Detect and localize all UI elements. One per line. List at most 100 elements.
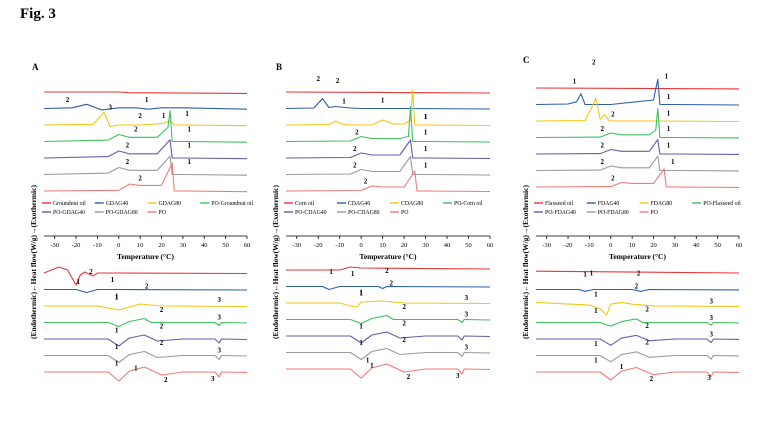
x-tick-label: 40 xyxy=(201,242,208,249)
x-tick-label: 60 xyxy=(487,242,494,249)
legend-entry: Flaxseed oil xyxy=(545,201,574,207)
peak-label: 2 xyxy=(66,96,70,104)
series-line-po-groundnut-oil xyxy=(43,110,248,143)
legend-entry: PO xyxy=(159,210,166,216)
x-axis-label: Temperature (°C) xyxy=(609,252,666,261)
peak-label: 1 xyxy=(590,270,594,278)
peak-label: 2 xyxy=(126,158,130,166)
x-tick-label: 20 xyxy=(650,242,657,249)
panel-label-A: A xyxy=(32,62,39,72)
peak-label: 2 xyxy=(402,336,406,344)
peak-label: 2 xyxy=(637,270,641,278)
x-tick-label: 40 xyxy=(444,242,451,249)
series-line-po-groundnut-oil xyxy=(44,317,248,328)
series-line-fdag40 xyxy=(535,78,740,106)
x-tick-label: 0 xyxy=(609,242,612,249)
peak-label: 1 xyxy=(351,270,355,278)
x-tick-label: 40 xyxy=(693,242,700,249)
series-line-po xyxy=(44,366,248,382)
series-line-po-gdag80 xyxy=(44,350,248,364)
peak-label: 1 xyxy=(381,97,385,105)
series-line-gdag40 xyxy=(44,288,248,294)
peak-label: 2 xyxy=(650,375,654,383)
peak-label: 1 xyxy=(111,276,115,284)
legend-entry: PO-GDAG40 xyxy=(53,210,85,216)
peak-label: 2 xyxy=(138,112,142,120)
peak-label: 2 xyxy=(600,158,604,166)
legend-entry: PO-GDAG80 xyxy=(106,210,138,216)
peak-label: 1 xyxy=(145,96,149,104)
series-line-gdag40 xyxy=(43,103,248,111)
x-tick-label: 50 xyxy=(714,242,721,249)
x-tick-label: 30 xyxy=(422,242,429,249)
series-line-groundnut-oil xyxy=(44,91,248,94)
peak-label: 2 xyxy=(316,75,320,83)
peak-label: 1 xyxy=(115,360,119,368)
peak-label: 2 xyxy=(600,125,604,133)
peak-label: 2 xyxy=(385,267,389,275)
peak-label: 3 xyxy=(709,297,713,305)
peak-label: 3 xyxy=(465,311,469,319)
series-line-fdag40 xyxy=(536,288,740,292)
peak-label: 2 xyxy=(353,145,357,153)
peak-label: 2 xyxy=(402,320,406,328)
series-line-po xyxy=(535,168,740,188)
peak-label: 2 xyxy=(160,323,164,331)
peak-label: 2 xyxy=(611,174,615,182)
peak-label: 2 xyxy=(389,280,393,288)
series-line-gdag80 xyxy=(44,303,248,311)
x-tick-label: 30 xyxy=(672,242,679,249)
peak-label: 2 xyxy=(645,322,649,330)
series-line-gdag80 xyxy=(43,111,248,127)
peak-label: 1 xyxy=(188,142,192,150)
series-line-po-corn-oil xyxy=(285,105,491,143)
peak-label: 2 xyxy=(635,283,639,291)
peak-label: 1 xyxy=(115,294,119,302)
series-line-groundnut-oil xyxy=(43,266,248,286)
legend-entry: FDAG80 xyxy=(651,201,673,207)
x-tick-label: -30 xyxy=(542,242,551,249)
peak-label: 1 xyxy=(573,78,577,86)
x-tick-label: 0 xyxy=(117,242,120,249)
series-line-flaxseed-oil xyxy=(535,270,740,274)
peak-label: 2 xyxy=(407,373,411,381)
peak-label: 1 xyxy=(134,365,138,373)
legend-entry: Corn oil xyxy=(295,201,315,207)
series-line-flaxseed-oil xyxy=(535,87,740,90)
series-line-corn-oil xyxy=(285,91,491,94)
y-axis-label: (Endothermic)←Heat flow(W/g)→(Exothermic… xyxy=(29,185,38,339)
legend-entry: GDAG40 xyxy=(106,201,129,207)
peak-label: 1 xyxy=(115,343,119,351)
peak-label: 1 xyxy=(359,290,363,298)
peak-label: 1 xyxy=(366,357,370,365)
peak-label: 1 xyxy=(594,307,598,315)
series-line-cdag40 xyxy=(285,97,491,110)
x-tick-label: -10 xyxy=(335,242,344,249)
series-line-po-gdag40 xyxy=(44,334,248,347)
legend-entry: PO-Flaxseed oil xyxy=(703,201,741,207)
peak-label: 1 xyxy=(329,268,333,276)
peak-label: 1 xyxy=(115,327,119,335)
x-tick-label: 60 xyxy=(736,242,743,249)
peak-label: 1 xyxy=(359,339,363,347)
legend-entry: CDAG80 xyxy=(401,201,423,207)
legend-entry: PO-FDAG40 xyxy=(545,210,576,216)
peak-label: 2 xyxy=(126,142,130,150)
legend-entry: PO xyxy=(651,210,658,216)
series-line-po-corn-oil xyxy=(286,314,491,325)
x-tick-label: 20 xyxy=(401,242,408,249)
peak-label: 2 xyxy=(145,283,149,291)
series-line-po xyxy=(285,170,491,193)
peak-label: 2 xyxy=(645,305,649,313)
x-tick-label: 50 xyxy=(465,242,472,249)
legend-entry: PO xyxy=(401,210,408,216)
series-line-po-cdag40 xyxy=(286,331,491,344)
peak-label: 1 xyxy=(162,112,166,120)
peak-label: 2 xyxy=(592,59,596,67)
peak-label: 3 xyxy=(108,104,112,112)
legend-entry: PO-Corn oil xyxy=(454,201,483,207)
peak-label: 3 xyxy=(217,347,221,355)
legend-entry: PO-FDAG80 xyxy=(598,210,629,216)
